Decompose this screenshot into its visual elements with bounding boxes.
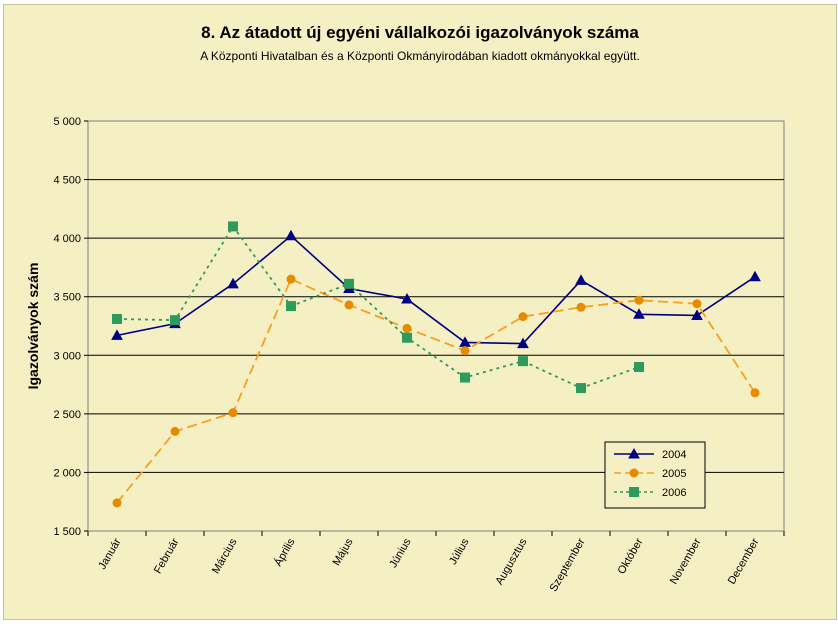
data-point [402, 332, 412, 343]
y-axis-ticks: 1 500 2 000 2 500 3 000 3 500 4 000 4 500 5 000 [53, 116, 88, 538]
legend-label: 2004 [662, 449, 686, 461]
series-line-2004 [116, 234, 756, 345]
x-tick-label: Október [616, 536, 646, 576]
x-tick-label: Május [331, 536, 356, 568]
y-tick-label: 4 000 [53, 233, 81, 245]
legend-marker [628, 447, 640, 459]
data-point [286, 301, 296, 312]
data-point [634, 295, 644, 305]
data-point [402, 323, 412, 333]
chart-subtitle: A Központi Hivatalban és a Központi Okmá… [200, 49, 640, 63]
series-line-2006 [116, 224, 640, 390]
series-group [111, 221, 761, 508]
data-point [170, 315, 180, 326]
data-point [228, 408, 238, 418]
data-point [112, 313, 122, 324]
data-point [575, 274, 587, 285]
chart-title: 8. Az átadott új egyéni vállalkozói igaz… [201, 23, 639, 42]
y-tick-label: 3 000 [53, 350, 81, 362]
data-point [344, 278, 354, 289]
chart-frame: 8. Az átadott új egyéni vállalkozói igaz… [3, 4, 837, 620]
y-tick-label: 2 500 [53, 409, 81, 421]
line-chart: 1 500 2 000 2 500 3 000 3 500 4 000 4 500 5 000… [25, 116, 785, 594]
data-point [401, 293, 413, 304]
x-tick-label: Március [210, 536, 240, 576]
x-tick-label: November [668, 536, 704, 586]
data-point [749, 270, 761, 282]
data-point [691, 309, 703, 320]
y-axis-label: Igazolványok szám [25, 263, 41, 390]
x-tick-label: Április [271, 536, 297, 569]
data-point [633, 308, 645, 319]
x-axis-ticks: Január Február Március Április Május Június Jú… [87, 531, 785, 594]
y-tick-label: 1 500 [53, 526, 81, 538]
x-tick-label: Július [447, 536, 472, 567]
series-2005 [112, 274, 760, 508]
data-point [692, 299, 702, 309]
legend-marker [629, 468, 639, 478]
legend-label: 2005 [662, 468, 686, 480]
data-point [170, 426, 180, 436]
data-point [518, 312, 528, 322]
series-line-2005 [116, 277, 756, 504]
data-point [517, 337, 529, 349]
data-point [286, 274, 296, 284]
data-point [576, 383, 586, 394]
x-tick-label: Szeptember [548, 536, 588, 594]
x-tick-label: Január [96, 536, 123, 571]
y-tick-label: 3 500 [53, 292, 81, 304]
data-point [344, 300, 354, 310]
x-tick-label: Február [152, 536, 182, 576]
legend-box [604, 441, 706, 509]
series-2006 [112, 221, 644, 394]
y-tick-label: 2 000 [53, 467, 81, 479]
y-tick-label: 4 500 [53, 175, 81, 187]
legend-label: 2006 [662, 487, 686, 499]
x-tick-label: December [726, 536, 762, 586]
data-point [112, 498, 122, 508]
legend-marker [629, 487, 639, 497]
y-tick-label: 5 000 [53, 116, 81, 128]
data-point [750, 388, 760, 398]
data-point [634, 362, 644, 372]
data-point [285, 229, 297, 241]
data-point [227, 277, 239, 289]
data-point [460, 346, 470, 356]
data-point [576, 302, 586, 312]
x-tick-label: Augusztus [494, 536, 530, 587]
data-point [518, 356, 528, 367]
data-point [228, 221, 238, 232]
data-point [111, 329, 123, 340]
x-tick-label: Június [387, 536, 414, 570]
legend: 2004 2005 2006 [604, 441, 706, 509]
data-point [460, 372, 470, 383]
